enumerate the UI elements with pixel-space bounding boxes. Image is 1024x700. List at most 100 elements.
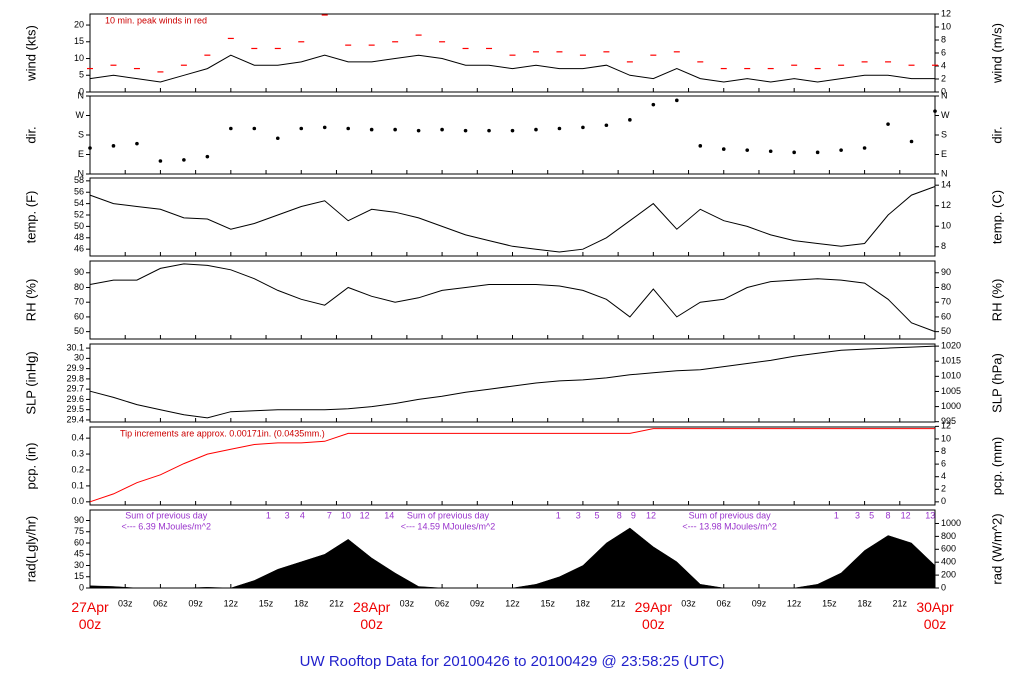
x-tick-label: 03z bbox=[400, 598, 415, 608]
y-tick-label: 50 bbox=[74, 221, 84, 231]
y2-tick-label: 8 bbox=[941, 446, 946, 456]
y-axis-label: SLP (inHg) bbox=[23, 351, 38, 414]
y-tick-label: 5 bbox=[79, 70, 84, 80]
hour-mark: 12 bbox=[360, 510, 370, 520]
dir-dot bbox=[581, 125, 585, 130]
y-tick-label: 80 bbox=[74, 282, 84, 292]
x-tick-label: 18z bbox=[294, 598, 309, 608]
panel-frame bbox=[89, 426, 936, 506]
y-tick-label: 10 bbox=[74, 53, 84, 63]
y-tick-label: 52 bbox=[74, 209, 84, 219]
y-tick-label: 60 bbox=[74, 311, 84, 321]
y-tick-label: 20 bbox=[74, 19, 84, 29]
y2-axis-label: rad (W/m^2) bbox=[989, 513, 1004, 584]
dir-dot bbox=[111, 144, 116, 148]
dir-dot bbox=[275, 136, 280, 141]
y2-tick-label: 2 bbox=[941, 484, 946, 494]
y2-tick-label: 1015 bbox=[941, 356, 961, 366]
hour-mark: 5 bbox=[869, 510, 874, 520]
dir-dot bbox=[698, 144, 703, 148]
y-tick-label: 54 bbox=[74, 198, 84, 208]
y2-tick-label: 995 bbox=[941, 416, 956, 426]
series-line bbox=[89, 263, 936, 333]
y-tick-label: 45 bbox=[74, 549, 84, 559]
y-tick-label: 56 bbox=[74, 187, 84, 197]
hour-mark: 1 bbox=[834, 510, 839, 520]
series-line bbox=[89, 345, 936, 419]
dir-dot bbox=[416, 128, 421, 133]
hour-mark: 14 bbox=[384, 510, 394, 520]
hour-mark: 1 bbox=[556, 510, 561, 520]
y-tick-label: 30.1 bbox=[66, 342, 84, 352]
y2-tick-label: S bbox=[941, 129, 947, 139]
y2-tick-label: 8 bbox=[941, 241, 946, 251]
dir-dot bbox=[299, 126, 304, 131]
hour-mark: 8 bbox=[617, 510, 622, 520]
y2-tick-label: 200 bbox=[941, 569, 956, 579]
y-tick-label: 29.4 bbox=[66, 414, 84, 424]
hour-mark: 7 bbox=[327, 510, 332, 520]
x-major-label: 28Apr 00z bbox=[353, 599, 391, 632]
y-tick-label: 29.7 bbox=[66, 384, 84, 394]
y-tick-label: 30 bbox=[74, 353, 84, 363]
x-tick-label: 12z bbox=[505, 598, 520, 608]
dir-dot bbox=[205, 154, 210, 159]
dir-dot bbox=[534, 127, 538, 132]
y2-axis-label: wind (m/s) bbox=[989, 23, 1004, 84]
y2-tick-label: 0 bbox=[941, 496, 946, 506]
y-tick-label: 0.2 bbox=[71, 464, 84, 474]
y2-axis-label: RH (%) bbox=[989, 279, 1004, 322]
annotation: <--- 14.59 MJoules/m^2 bbox=[401, 521, 496, 531]
dir-dot bbox=[745, 148, 750, 152]
panel-frame bbox=[89, 95, 936, 175]
dir-dot bbox=[229, 126, 233, 131]
y2-tick-label: 14 bbox=[941, 180, 951, 190]
y2-tick-label: 70 bbox=[941, 297, 951, 307]
dir-dot bbox=[933, 109, 937, 113]
y-tick-label: E bbox=[78, 149, 84, 159]
y-tick-label: 29.5 bbox=[66, 404, 84, 414]
x-tick-label: 18z bbox=[857, 598, 872, 608]
dir-dot bbox=[487, 128, 491, 133]
y2-tick-label: 800 bbox=[941, 531, 956, 541]
hour-mark: 13 bbox=[925, 510, 935, 520]
x-tick-label: 18z bbox=[576, 598, 591, 608]
y-axis-label: rad(Lgly/hr) bbox=[23, 516, 38, 582]
panel-frame bbox=[89, 509, 936, 589]
y2-axis-label: SLP (hPa) bbox=[989, 353, 1004, 413]
x-tick-label: 21z bbox=[611, 598, 626, 608]
dir-dot bbox=[909, 139, 914, 144]
y2-tick-label: 10 bbox=[941, 433, 951, 443]
x-tick-label: 12z bbox=[787, 598, 802, 608]
annotation: Sum of previous day bbox=[407, 510, 490, 520]
y2-axis-label: pcp. (mm) bbox=[989, 437, 1004, 496]
hour-mark: 4 bbox=[300, 510, 305, 520]
x-tick-label: 21z bbox=[893, 598, 908, 608]
hour-mark: 3 bbox=[576, 510, 581, 520]
x-major-label: 29Apr 00z bbox=[635, 599, 673, 632]
y-axis-label: pcp. (in) bbox=[23, 443, 38, 490]
y-tick-label: 70 bbox=[74, 297, 84, 307]
y-tick-label: 48 bbox=[74, 232, 84, 242]
y2-tick-label: 0 bbox=[941, 582, 946, 592]
panel-frame bbox=[89, 260, 936, 340]
dir-dot bbox=[440, 127, 444, 132]
annotation: <--- 6.39 MJoules/m^2 bbox=[122, 521, 212, 531]
dir-dot bbox=[862, 146, 867, 150]
y2-tick-label: 400 bbox=[941, 557, 956, 567]
dir-dot bbox=[886, 122, 890, 126]
y2-tick-label: 1010 bbox=[941, 371, 961, 381]
y2-axis-label: temp. (C) bbox=[989, 190, 1004, 244]
dir-dot bbox=[346, 126, 350, 131]
dir-dot bbox=[792, 150, 796, 155]
y-tick-label: 30 bbox=[74, 560, 84, 570]
chart-title: UW Rooftop Data for 20100426 to 20100429… bbox=[300, 653, 725, 670]
dir-dot bbox=[369, 127, 374, 132]
y-tick-label: 0 bbox=[79, 582, 84, 592]
y-tick-label: 29.8 bbox=[66, 373, 84, 383]
y-tick-label: 0.1 bbox=[71, 480, 84, 490]
panel-frame bbox=[89, 177, 936, 257]
y2-tick-label: 12 bbox=[941, 200, 951, 210]
dir-dot bbox=[463, 128, 468, 133]
radiation-area bbox=[89, 527, 936, 589]
